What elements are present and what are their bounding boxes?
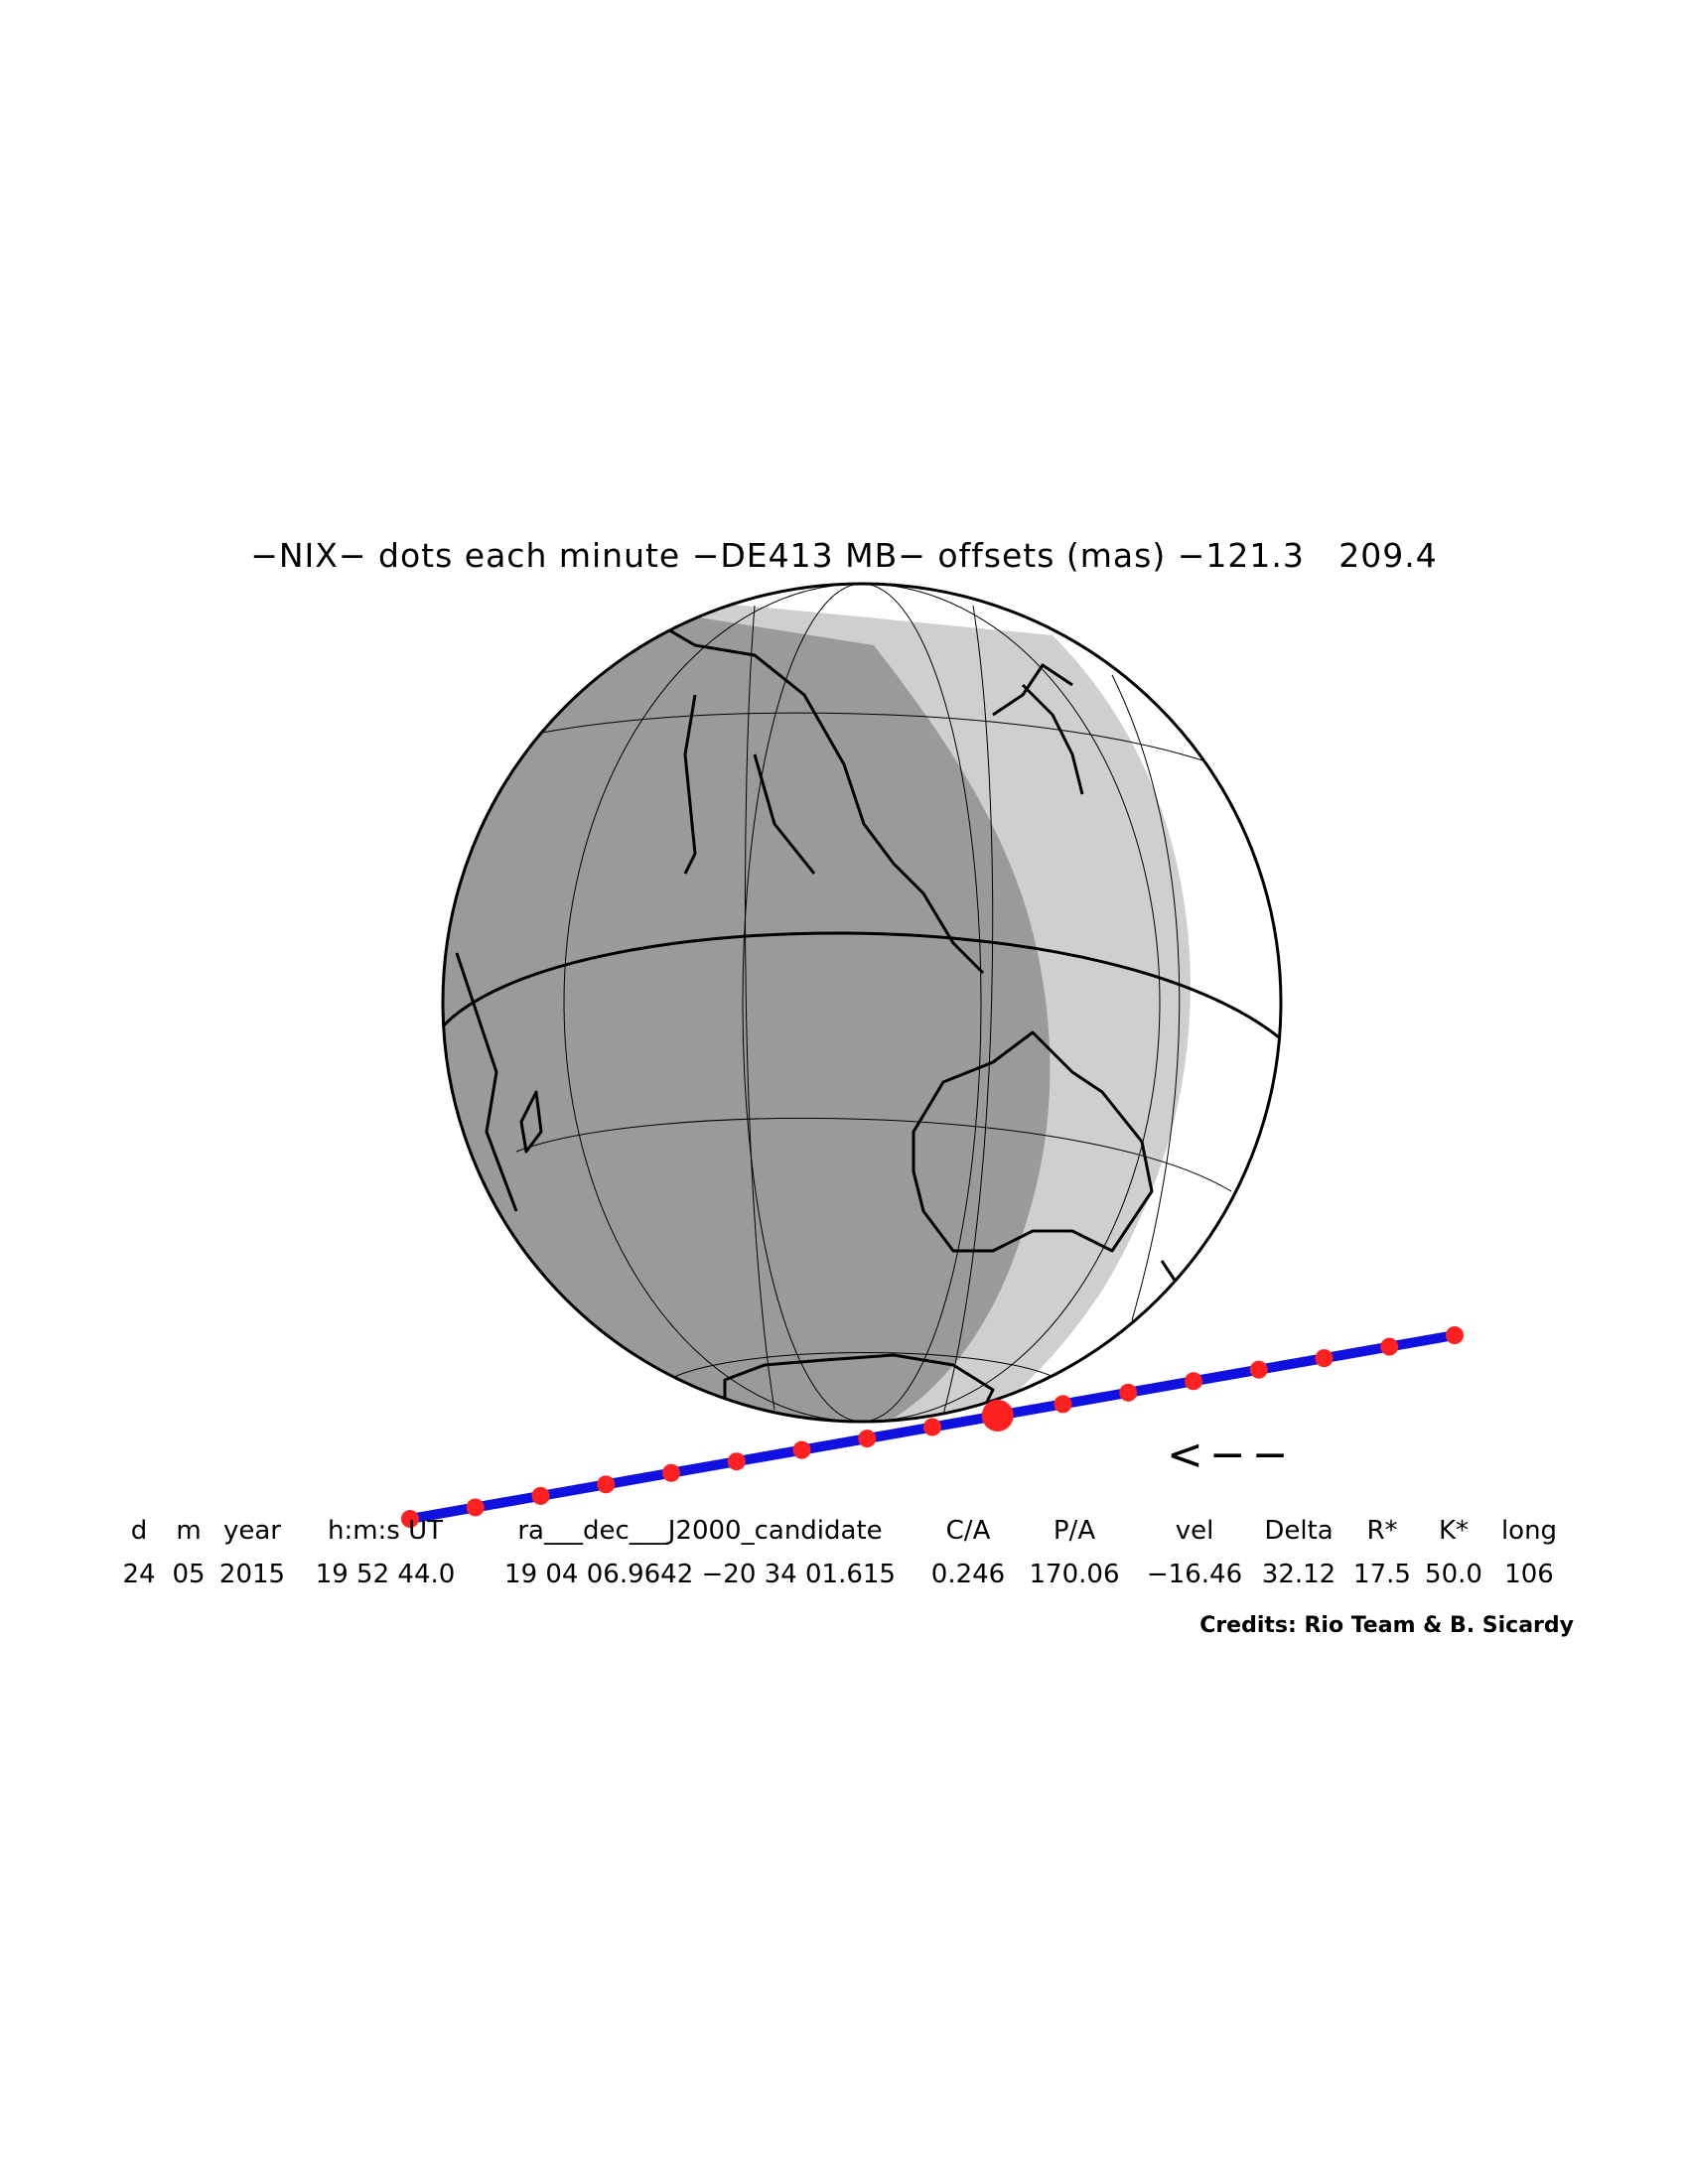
col-header-delta: Delta [1264, 1516, 1334, 1546]
parallel [515, 1117, 1232, 1192]
coastline-antarctica [723, 1353, 995, 1422]
value-m: 05 [172, 1560, 206, 1589]
minute-dot [1315, 1349, 1334, 1368]
minute-dot [727, 1452, 746, 1471]
coastline-asia [514, 609, 1073, 975]
meridian [563, 584, 1161, 1422]
value-coordinates: 19 04 06.9642 −20 34 01.615 [504, 1560, 896, 1589]
minute-dot [923, 1418, 941, 1436]
col-header-vel: vel [1175, 1516, 1214, 1546]
minute-dot [1185, 1372, 1202, 1391]
value-rstar: 17.5 [1353, 1560, 1411, 1589]
col-header-time: h:m:s UT [327, 1516, 444, 1546]
minute-dot [1119, 1383, 1138, 1402]
value-long: 106 [1504, 1560, 1554, 1589]
coastline-africa [455, 952, 518, 1212]
col-header-coordinates: ra___dec___J2000_candidate [517, 1516, 883, 1546]
coastline-australia [912, 1030, 1154, 1253]
value-time: 19 52 44.0 [315, 1560, 456, 1589]
globe-outline [441, 582, 1283, 1424]
chart-title: −NIX− dots each minute −DE413 MB− offset… [250, 536, 1438, 575]
col-header-ca: C/A [945, 1516, 991, 1546]
col-header-long: long [1500, 1516, 1558, 1546]
direction-arrow: <−− [1167, 1430, 1295, 1480]
col-header-m: m [176, 1516, 202, 1546]
minute-dot [466, 1498, 485, 1517]
minute-dots [401, 1326, 1464, 1528]
col-header-year: year [222, 1516, 282, 1546]
col-header-d: d [130, 1516, 148, 1546]
minute-dot [1380, 1337, 1399, 1356]
value-ca: 0.246 [930, 1560, 1006, 1589]
minute-dot [1446, 1326, 1464, 1344]
coastline-madagascar [519, 1090, 543, 1154]
coastline-japan [1021, 683, 1084, 795]
credits: Credits: Rio Team & B. Sicardy [1199, 1613, 1574, 1638]
col-header-rstar: R* [1366, 1516, 1398, 1546]
value-delta: 32.12 [1261, 1560, 1336, 1589]
night-zone [443, 584, 1051, 1422]
minute-dot [792, 1440, 811, 1459]
parallel [654, 1352, 1073, 1391]
minute-dot [662, 1463, 680, 1482]
col-header-pa: P/A [1053, 1516, 1096, 1546]
value-vel: −16.46 [1146, 1560, 1243, 1589]
minute-dot [858, 1430, 877, 1448]
equator [443, 931, 1281, 1049]
minute-dot [597, 1475, 616, 1494]
meridian [744, 605, 775, 1411]
meridian [742, 584, 982, 1422]
minute-dot [1054, 1395, 1072, 1414]
minute-dot [1249, 1360, 1268, 1379]
minute-dot [531, 1486, 550, 1505]
meridian [942, 605, 994, 1416]
value-year: 2015 [218, 1560, 286, 1589]
meridian [1111, 674, 1181, 1321]
value-kstar: 50.0 [1425, 1560, 1482, 1589]
closest-approach-dot [981, 1399, 1014, 1432]
minute-dot [401, 1510, 419, 1528]
value-d: 24 [122, 1560, 156, 1589]
col-header-kstar: K* [1438, 1516, 1470, 1546]
value-pa: 170.06 [1029, 1560, 1120, 1589]
